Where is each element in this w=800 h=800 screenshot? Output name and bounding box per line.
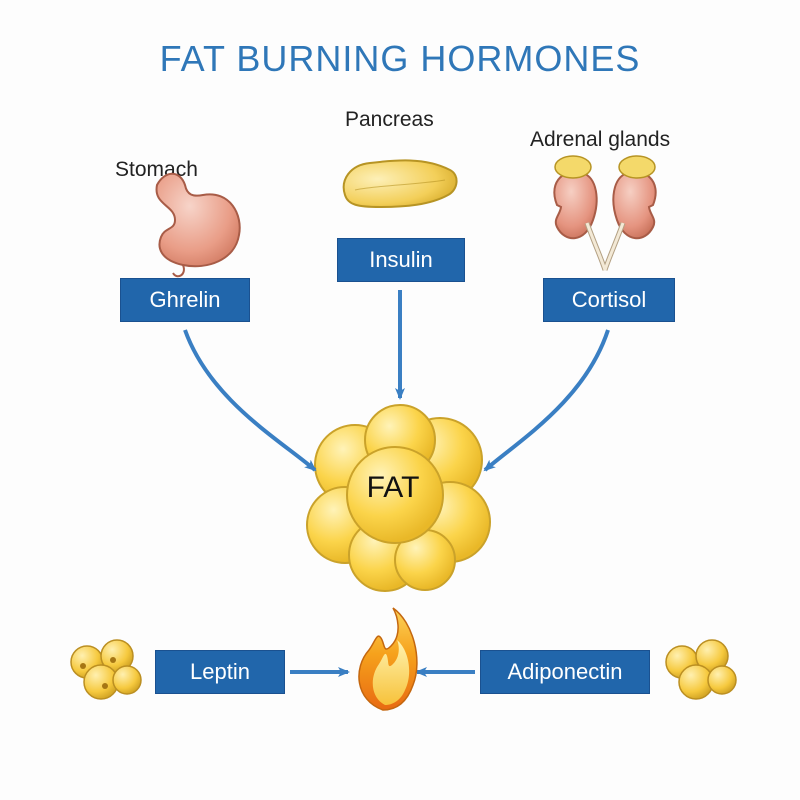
fat-label: FAT bbox=[367, 471, 420, 505]
stomach-icon bbox=[157, 174, 240, 277]
label-adrenal: Adrenal glands bbox=[530, 128, 670, 152]
flame-icon bbox=[359, 608, 417, 710]
fat-cluster-left-icon bbox=[71, 640, 141, 699]
label-pancreas: Pancreas bbox=[345, 108, 434, 132]
box-adiponectin: Adiponectin bbox=[480, 650, 650, 694]
box-leptin: Leptin bbox=[155, 650, 285, 694]
box-insulin: Insulin bbox=[337, 238, 465, 282]
box-cortisol: Cortisol bbox=[543, 278, 675, 322]
pancreas-icon bbox=[344, 160, 457, 207]
label-stomach: Stomach bbox=[115, 158, 198, 182]
page-title: FAT BURNING HORMONES bbox=[0, 38, 800, 80]
adrenal-icon bbox=[554, 156, 655, 270]
fat-cluster-right-icon bbox=[666, 640, 736, 699]
box-ghrelin: Ghrelin bbox=[120, 278, 250, 322]
